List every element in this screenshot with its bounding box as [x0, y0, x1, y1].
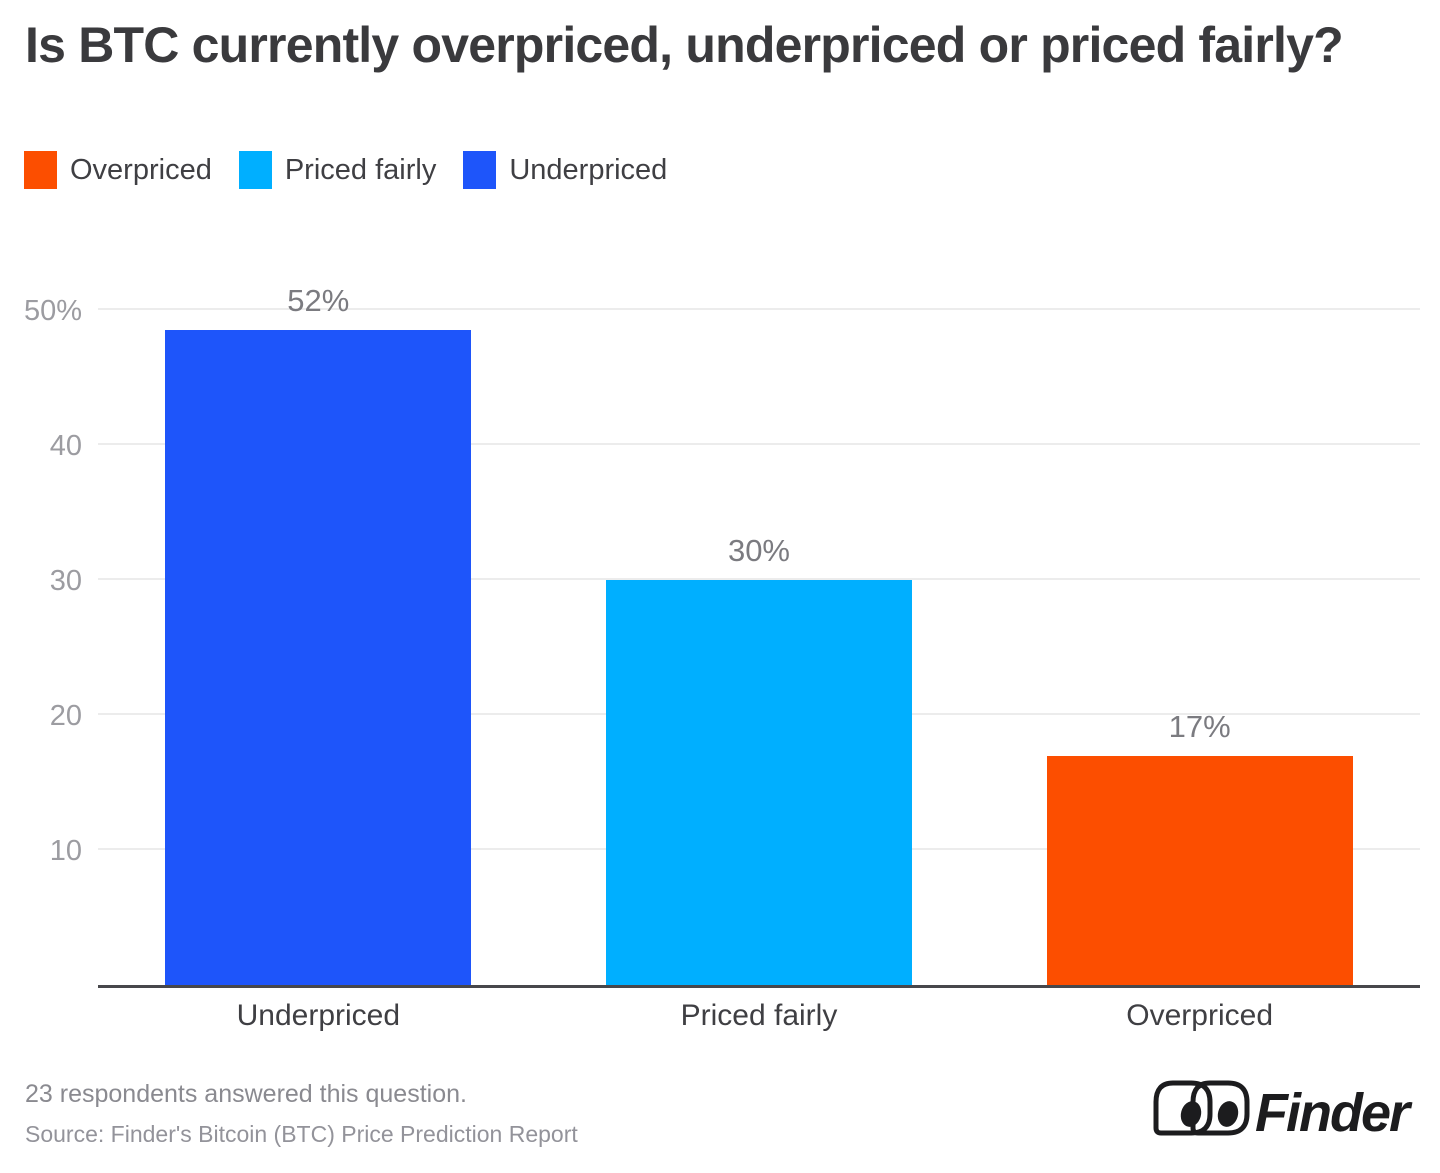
legend-item-overpriced: Overpriced — [24, 151, 212, 189]
bar-column-priced-fairly: 30% — [605, 283, 912, 985]
y-axis-tick-label: 30 — [49, 565, 82, 598]
finder-logo-graphic: Finder — [1153, 1080, 1415, 1143]
gridline — [98, 578, 1420, 580]
bar-column-overpriced: 17% — [1046, 283, 1353, 985]
x-axis-label-underpriced: Underpriced — [236, 999, 401, 1032]
legend-swatch-overpriced — [24, 151, 57, 189]
y-axis-tick-label: 40 — [49, 430, 82, 463]
legend-label: Priced fairly — [284, 153, 437, 186]
bar-underpriced — [165, 330, 472, 985]
legend-swatch-priced-fairly — [238, 151, 272, 189]
bar-value-label: 52% — [287, 283, 350, 318]
legend-item-underpriced: Underpriced — [463, 151, 667, 189]
legend: Overpriced Priced fairly Underpriced — [24, 151, 667, 189]
legend-label: Underpriced — [509, 153, 668, 186]
finder-logo: Finder — [1151, 1077, 1416, 1146]
legend-swatch-underpriced — [463, 151, 497, 189]
y-axis-tick-label: 10 — [49, 835, 82, 868]
y-axis-tick-label: 50% — [23, 295, 82, 328]
gridline — [98, 443, 1420, 445]
legend-item-priced-fairly: Priced fairly — [238, 151, 437, 189]
bar-priced-fairly — [605, 580, 912, 985]
bar-value-label: 17% — [1168, 708, 1231, 744]
binoculars-pupils — [1180, 1101, 1239, 1127]
respondents-note: 23 respondents answered this question. — [25, 1080, 467, 1108]
plot-area: 52% 30% 17% Underpriced Priced fairly Ov… — [24, 283, 1420, 1032]
x-axis-label-priced-fairly: Priced fairly — [680, 999, 838, 1032]
bar-overpriced — [1046, 755, 1353, 985]
chart-title: Is BTC currently overpriced, underpriced… — [25, 17, 1344, 73]
binoculars-icon — [1153, 1080, 1250, 1136]
source-note: Source: Finder's Bitcoin (BTC) Price Pre… — [25, 1121, 578, 1147]
bar-column-underpriced: 52% — [165, 283, 472, 985]
bar-value-label: 30% — [727, 533, 790, 568]
x-axis-label-overpriced: Overpriced — [1126, 999, 1273, 1032]
bars-row: 52% 30% 17% — [98, 283, 1420, 985]
finder-wordmark: Finder — [1255, 1083, 1413, 1141]
legend-label: Overpriced — [70, 153, 212, 186]
y-axis-tick-label: 20 — [49, 700, 82, 733]
gridline — [98, 308, 1420, 310]
x-axis-labels: Underpriced Priced fairly Overpriced — [98, 999, 1420, 1033]
